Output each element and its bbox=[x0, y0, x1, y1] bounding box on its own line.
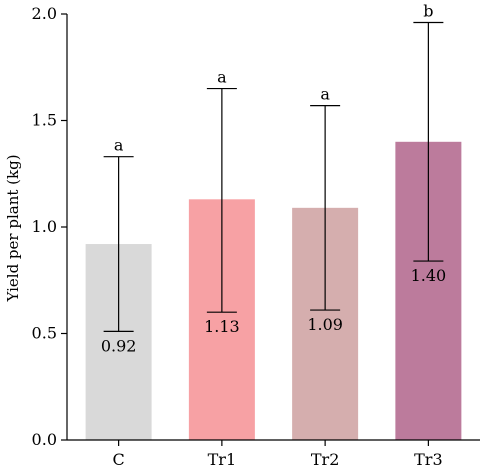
significance-letter: a bbox=[217, 68, 227, 87]
data-label: 1.09 bbox=[307, 315, 343, 334]
significance-letter: a bbox=[114, 136, 124, 155]
x-tick-label: Tr1 bbox=[208, 450, 237, 469]
significance-letter: b bbox=[423, 2, 433, 21]
x-tick-label: C bbox=[113, 450, 125, 469]
significance-letter: a bbox=[320, 85, 330, 104]
y-tick-label: 0.0 bbox=[32, 430, 57, 449]
y-tick-label: 1.5 bbox=[32, 111, 57, 130]
data-label: 1.13 bbox=[204, 317, 240, 336]
data-label: 0.92 bbox=[101, 336, 137, 355]
data-label: 1.40 bbox=[411, 266, 447, 285]
y-axis-label: Yield per plant (kg) bbox=[4, 154, 22, 302]
y-tick-label: 1.0 bbox=[32, 217, 57, 236]
x-tick-label: Tr2 bbox=[311, 450, 340, 469]
y-tick-label: 0.5 bbox=[32, 324, 57, 343]
x-tick-label: Tr3 bbox=[414, 450, 443, 469]
y-tick-label: 2.0 bbox=[32, 4, 57, 23]
plot-area: 0.0 0.5 1.0 1.5 2.0 Ca 0.92 Tr1 a 1.13 Tr2 a 1.09 Tr3… bbox=[32, 2, 480, 469]
